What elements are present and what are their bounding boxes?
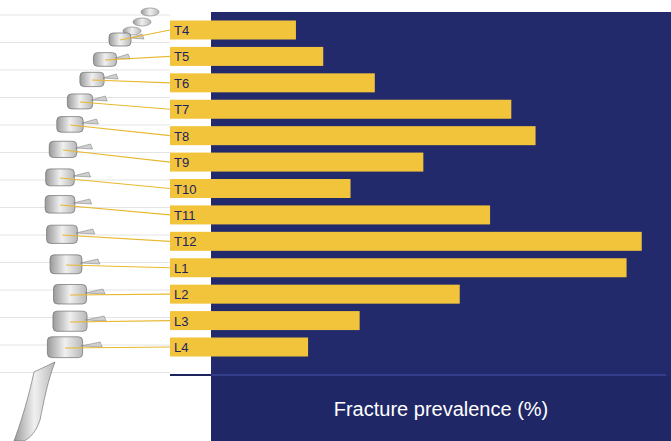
leader-line: [65, 347, 170, 348]
leader-line: [120, 30, 170, 40]
label-box: [170, 232, 211, 251]
leader-line: [60, 205, 170, 215]
process: [92, 96, 108, 101]
guide-line: [0, 372, 170, 373]
category-label: T11: [174, 208, 195, 223]
vertebra: [47, 225, 78, 243]
bar: [211, 21, 296, 40]
bar: [211, 47, 323, 66]
x-axis: [211, 374, 666, 376]
category-label: T7: [174, 102, 189, 117]
bar: [211, 179, 351, 198]
label-box: [170, 311, 211, 330]
leader-line: [70, 294, 170, 296]
vertebra: [54, 285, 87, 305]
vertebra: [47, 337, 82, 358]
axis-title: Fracture prevalence (%): [334, 398, 549, 420]
label-box: [170, 153, 211, 172]
process: [85, 289, 105, 294]
label-box: [170, 258, 211, 277]
chart: T4 T5 T6 T7 T8 T9 T10 T11 T12 L1 L2 L3 L4 Fracture pr…: [0, 0, 671, 441]
guide-line: [0, 42, 170, 43]
leader-line: [62, 235, 170, 241]
category-label: T4: [174, 23, 189, 38]
guide-line: [0, 70, 170, 71]
leader-line: [70, 125, 170, 136]
label-box: [170, 47, 211, 66]
label-box: [170, 179, 211, 198]
bar: [211, 126, 536, 145]
bar: [211, 338, 308, 357]
label-box: [170, 73, 211, 92]
bar: [211, 153, 423, 172]
category-label: L4: [174, 340, 188, 355]
leader-line: [70, 321, 170, 322]
bar: [211, 258, 627, 277]
bar: [211, 311, 360, 330]
vertebra: [46, 169, 75, 186]
label-box: [170, 285, 211, 304]
vertebra: [57, 117, 83, 133]
category-label: L1: [174, 261, 188, 276]
process: [103, 74, 118, 79]
spine: [14, 8, 159, 441]
bar: [211, 205, 490, 224]
category-label: T10: [174, 182, 196, 197]
category-label: T12: [174, 234, 196, 249]
label-box: [170, 21, 211, 40]
category-label: T8: [174, 129, 189, 144]
guide-line: [0, 125, 170, 126]
bar: [211, 100, 511, 119]
vertebra: [49, 141, 77, 157]
vertebra: [53, 311, 87, 331]
bar: [211, 73, 375, 92]
process: [81, 342, 102, 347]
leader-line: [63, 150, 170, 162]
label-box: [170, 126, 211, 145]
sacrum: [14, 362, 55, 441]
panel: [211, 12, 671, 441]
process: [86, 316, 107, 321]
vertebra: [45, 196, 75, 214]
title-band: [211, 376, 671, 441]
process: [76, 144, 93, 149]
process: [76, 229, 95, 234]
leader-line: [105, 56, 170, 60]
bar: [211, 285, 460, 304]
vertebra: [50, 255, 82, 274]
process: [73, 172, 91, 177]
bar: [211, 232, 642, 251]
process: [81, 259, 100, 264]
category-label: T5: [174, 49, 189, 64]
axis-stub: [170, 374, 211, 376]
vertebra: [80, 72, 104, 86]
vertebra: [141, 8, 159, 16]
leader-line: [60, 178, 170, 189]
category-label: T9: [174, 155, 189, 170]
guide-line: [0, 235, 170, 236]
process: [74, 199, 92, 204]
label-box: [170, 100, 211, 119]
vertebra: [133, 18, 151, 26]
leader-line: [66, 265, 170, 268]
vertebra: [67, 94, 92, 109]
leader-line: [92, 80, 170, 83]
category-label: L3: [174, 314, 188, 329]
leader-line: [80, 102, 170, 109]
label-box: [170, 338, 211, 357]
process: [82, 119, 98, 124]
category-label: T6: [174, 76, 189, 91]
category-label: L2: [174, 287, 188, 302]
label-box: [170, 205, 211, 224]
